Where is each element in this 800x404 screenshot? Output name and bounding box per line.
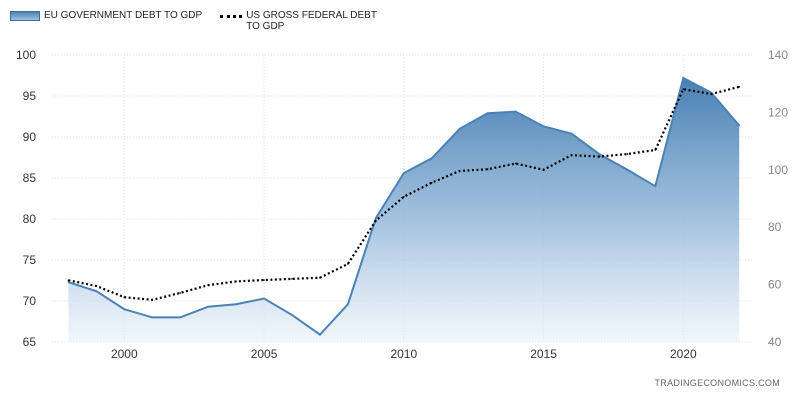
us-point-2020[interactable] [682, 88, 685, 90]
eu-point-2022[interactable] [738, 124, 740, 127]
y-left-tick-65: 65 [23, 335, 37, 349]
x-tick-2015: 2015 [530, 347, 557, 361]
y-left-tick-95: 95 [23, 89, 37, 103]
x-tick-2005: 2005 [251, 347, 278, 361]
eu-point-2014[interactable] [514, 110, 517, 113]
us-point-2015[interactable] [542, 169, 545, 171]
eu-point-2011[interactable] [430, 157, 433, 160]
eu-point-2005[interactable] [263, 297, 265, 300]
legend-swatch-eu [10, 11, 40, 21]
legend: EU GOVERNMENT DEBT TO GDP US GROSS FEDER… [10, 10, 404, 32]
eu-point-2006[interactable] [291, 314, 293, 316]
us-point-2016[interactable] [570, 154, 573, 156]
eu-area-fill [68, 77, 740, 343]
us-point-1998[interactable] [67, 279, 70, 282]
eu-series [67, 76, 740, 343]
legend-label-us: US GROSS FEDERAL DEBT TO GDP [246, 10, 377, 32]
us-point-2006[interactable] [291, 278, 293, 280]
us-point-2021[interactable] [710, 93, 713, 95]
us-point-2022[interactable] [738, 86, 740, 88]
us-point-2011[interactable] [430, 181, 433, 184]
legend-item-us[interactable]: US GROSS FEDERAL DEBT TO GDP [220, 10, 386, 32]
us-point-2012[interactable] [458, 170, 461, 172]
eu-point-2016[interactable] [570, 132, 573, 135]
x-axis: 2000 2005 2010 2015 2020 [111, 347, 697, 361]
source-credit: TRADINGECONOMICS.COM [654, 378, 780, 388]
legend-item-eu[interactable]: EU GOVERNMENT DEBT TO GDP [10, 10, 202, 21]
us-point-2019[interactable] [654, 149, 657, 151]
y-right-tick-40: 40 [768, 335, 782, 349]
us-point-2007[interactable] [319, 276, 321, 279]
us-point-2001[interactable] [151, 299, 154, 301]
y-left-tick-100: 100 [16, 48, 36, 62]
x-tick-2010: 2010 [390, 347, 417, 361]
eu-point-2008[interactable] [347, 303, 349, 306]
eu-point-2020[interactable] [682, 77, 685, 79]
us-point-2003[interactable] [207, 284, 209, 286]
eu-point-2017[interactable] [598, 153, 601, 156]
left-axis: 65 70 75 80 85 90 95 100 [16, 48, 36, 349]
y-left-tick-70: 70 [23, 294, 37, 308]
us-point-2017[interactable] [598, 155, 601, 158]
eu-point-1999[interactable] [95, 290, 98, 292]
y-right-tick-120: 120 [768, 105, 788, 119]
x-tick-2020: 2020 [670, 347, 697, 361]
us-point-2009[interactable] [375, 219, 377, 222]
eu-point-2012[interactable] [458, 128, 461, 130]
legend-swatch-us [220, 15, 243, 18]
eu-point-2007[interactable] [319, 333, 321, 336]
us-point-1999[interactable] [95, 285, 98, 287]
us-point-2013[interactable] [486, 168, 489, 171]
eu-point-2000[interactable] [123, 308, 126, 311]
y-left-tick-80: 80 [23, 212, 37, 226]
eu-point-2018[interactable] [626, 169, 629, 171]
eu-point-2004[interactable] [235, 303, 237, 306]
y-right-tick-80: 80 [768, 220, 782, 234]
right-axis: 40 60 80 100 120 140 [768, 48, 788, 349]
eu-point-2003[interactable] [207, 305, 209, 308]
us-point-2005[interactable] [263, 279, 265, 281]
x-tick-2000: 2000 [111, 347, 138, 361]
y-left-tick-85: 85 [23, 171, 37, 185]
y-right-tick-100: 100 [768, 163, 788, 177]
eu-point-2001[interactable] [151, 316, 154, 319]
us-series [67, 85, 740, 301]
us-point-2000[interactable] [123, 296, 126, 299]
y-left-tick-75: 75 [23, 253, 37, 267]
us-point-2010[interactable] [403, 195, 405, 198]
us-point-2018[interactable] [626, 153, 629, 155]
y-left-tick-90: 90 [23, 130, 37, 144]
us-point-2014[interactable] [514, 162, 517, 165]
y-right-tick-60: 60 [768, 278, 782, 292]
legend-label-eu: EU GOVERNMENT DEBT TO GDP [44, 10, 203, 21]
eu-point-1998[interactable] [67, 281, 70, 283]
us-point-2002[interactable] [179, 292, 181, 294]
eu-point-2009[interactable] [375, 217, 377, 219]
y-right-tick-140: 140 [768, 48, 788, 62]
eu-point-2019[interactable] [654, 185, 657, 187]
eu-point-2002[interactable] [179, 316, 181, 319]
us-point-2008[interactable] [347, 263, 349, 265]
us-point-2004[interactable] [235, 280, 237, 283]
eu-point-2010[interactable] [403, 172, 405, 174]
eu-point-2015[interactable] [542, 125, 545, 128]
eu-point-2013[interactable] [486, 112, 489, 115]
